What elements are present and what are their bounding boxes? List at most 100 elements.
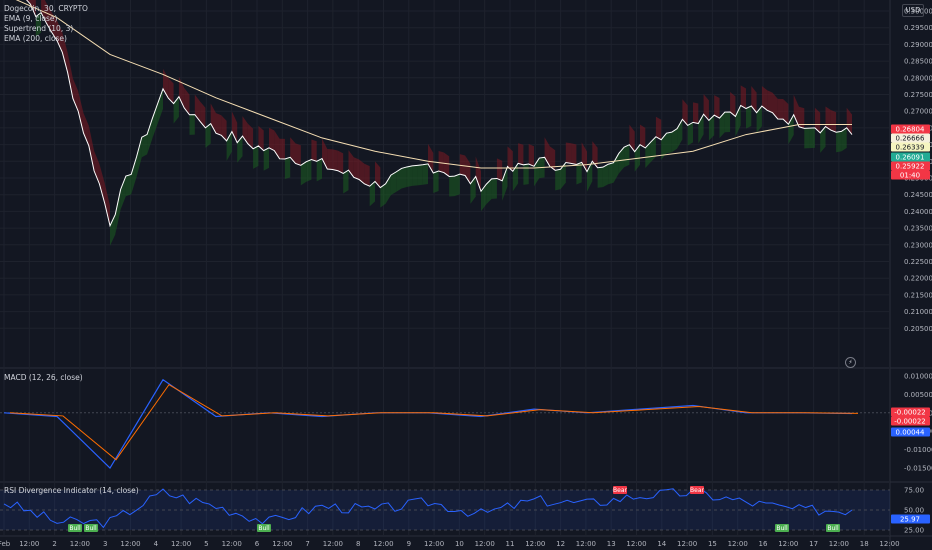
supertrend-fill	[375, 161, 381, 188]
lightning-icon[interactable]: ⚡	[845, 357, 856, 368]
supertrend-fill	[518, 143, 524, 165]
macd-axis-label: 0.00500	[904, 391, 932, 399]
supertrend-fill	[671, 128, 678, 153]
tag-bg	[891, 142, 930, 152]
supertrend-fill	[417, 164, 423, 186]
price-axis-label: 0.24000	[904, 208, 932, 216]
supertrend-fill	[486, 178, 492, 205]
rsi-legend[interactable]: RSI Divergence Indicator (14, close)	[4, 486, 139, 495]
supertrend-fill	[57, 20, 63, 53]
time-axis-label: 12:00	[677, 540, 697, 548]
divergence-bull-label: Bull	[775, 524, 789, 532]
supertrend-fill	[470, 176, 476, 204]
supertrend-fill	[258, 125, 264, 151]
ema9-legend[interactable]: EMA (9, close)	[4, 14, 58, 23]
supertrend-fill	[269, 127, 275, 151]
tag-text: 0.00044	[896, 429, 925, 437]
currency-button[interactable]: USD	[902, 4, 924, 17]
signal-badge	[826, 524, 840, 532]
supertrend-fill	[327, 148, 333, 170]
price-axis-label: 0.22500	[904, 258, 932, 266]
supertrend-fill	[830, 110, 837, 133]
price-tag: 0.26339	[891, 142, 930, 152]
price-tag: 01:40	[891, 170, 930, 180]
supertrend-fill	[449, 176, 455, 197]
supertrend-fill	[173, 96, 179, 124]
time-axis-label: 5	[204, 540, 208, 548]
supertrend-fill	[406, 165, 413, 187]
supertrend-fill	[369, 181, 375, 207]
supertrend-fill	[841, 127, 847, 152]
time-axis-label: 3	[103, 540, 107, 548]
supertrend-fill	[804, 128, 810, 149]
supertrend-fill	[94, 150, 100, 184]
signal-line	[9, 383, 859, 461]
supertrend-fill	[523, 164, 529, 185]
tag-text: 0.26091	[896, 154, 925, 162]
supertrend-legend[interactable]: Supertrend (10, 3)	[4, 24, 74, 33]
time-axis-label: 12:00	[424, 540, 444, 548]
supertrend-fill	[194, 94, 201, 122]
supertrend-fill	[565, 142, 572, 164]
supertrend-fill	[730, 91, 736, 117]
supertrend-fill	[72, 78, 79, 112]
supertrend-fill	[724, 112, 731, 133]
supertrend-fill	[502, 166, 508, 201]
supertrend-fill	[189, 114, 195, 135]
time-axis-label: 15	[708, 540, 717, 548]
supertrend-fill	[645, 142, 651, 168]
supertrend-fill	[157, 88, 163, 124]
macd-axis-label: -0.01500	[904, 465, 932, 473]
signal-badge	[257, 524, 271, 532]
time-axis-label: 12:00	[728, 540, 748, 548]
supertrend-fill	[311, 139, 317, 162]
time-axis-label: 12:00	[323, 540, 343, 548]
time-axis-label: 12:00	[222, 540, 242, 548]
price-axis-label: 0.28000	[904, 74, 932, 82]
time-axis-label: Feb	[0, 540, 11, 548]
supertrend-fill	[719, 112, 725, 139]
supertrend-fill	[560, 162, 566, 190]
time-axis-label: 12:00	[120, 540, 140, 548]
supertrend-fill	[602, 164, 609, 188]
supertrend-fill	[343, 170, 349, 194]
supertrend-fill	[253, 145, 259, 169]
signal-badge	[775, 524, 789, 532]
time-axis-label: 12:00	[171, 540, 191, 548]
price-axis-label: 0.27000	[904, 108, 932, 116]
time-axis-label: 8	[356, 540, 360, 548]
supertrend-fill	[168, 78, 174, 104]
supertrend-fill	[661, 133, 667, 160]
price-axis-label: 0.20500	[904, 325, 932, 333]
tag-bg	[891, 124, 930, 134]
price-axis-label: 0.24500	[904, 191, 932, 199]
supertrend-fill	[481, 184, 487, 212]
supertrend-fill	[443, 152, 450, 177]
supertrend-fill	[231, 111, 238, 143]
time-axis-label: 14	[657, 540, 666, 548]
supertrend-fill	[67, 52, 73, 99]
supertrend-fill	[62, 32, 68, 73]
supertrend-fill	[666, 132, 672, 154]
supertrend-fill	[576, 162, 582, 185]
supertrend-fill	[216, 113, 222, 136]
supertrend-fill	[115, 189, 121, 235]
supertrend-fill	[793, 94, 799, 127]
supertrend-fill	[549, 146, 556, 171]
time-axis-label: 12:00	[879, 540, 899, 548]
tag-text: 0.26804	[896, 126, 925, 134]
rsi-axis-label: 50.00	[904, 507, 924, 515]
ema200-legend[interactable]: EMA (200, close)	[4, 34, 67, 43]
symbol-title[interactable]: Dogecoin, 30, CRYPTO	[4, 4, 88, 13]
supertrend-fill	[703, 94, 709, 121]
supertrend-fill	[99, 163, 105, 204]
macd-legend[interactable]: MACD (12, 26, close)	[4, 373, 83, 382]
supertrend-fill	[263, 147, 269, 171]
macd-tag: -0.00022	[891, 407, 930, 417]
price-axis-label: 0.21500	[904, 291, 932, 299]
supertrend-fill	[475, 156, 481, 192]
supertrend-fill	[104, 183, 110, 226]
supertrend-fill	[814, 107, 821, 133]
time-axis-label: 12:00	[576, 540, 596, 548]
